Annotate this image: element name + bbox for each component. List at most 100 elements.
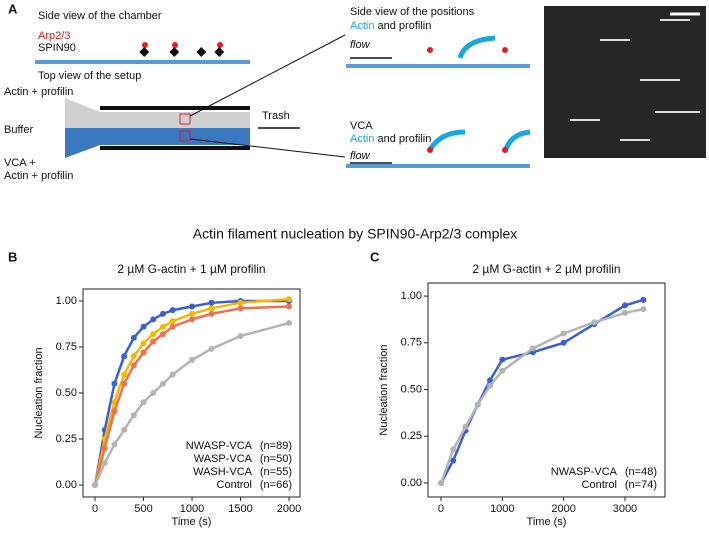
data-point [150, 316, 157, 323]
legend-label: Control [217, 479, 252, 491]
data-point [237, 332, 244, 339]
label: Actin [350, 20, 374, 32]
y-tick-label: 0.25 [56, 433, 77, 445]
label: flow [350, 39, 371, 51]
data-point [159, 331, 166, 338]
legend-count: (n=89) [260, 440, 292, 452]
x-tick-label: 1000 [180, 503, 204, 515]
y-tick-label: 1.00 [56, 295, 77, 307]
data-point [169, 318, 176, 325]
data-point [121, 353, 128, 360]
data-point [111, 408, 118, 415]
data-point [529, 345, 536, 352]
legend-count: (n=55) [260, 466, 292, 478]
chamber-side [35, 42, 250, 64]
y-axis-label: Nucleation fraction [378, 344, 390, 435]
data-point [130, 334, 137, 341]
positions [346, 35, 531, 168]
x-tick-label: 2000 [551, 503, 575, 515]
data-point [237, 305, 244, 312]
label: Actin [350, 133, 374, 145]
data-point [621, 302, 628, 309]
y-tick-label: 0.00 [401, 477, 422, 489]
data-point [462, 423, 469, 430]
data-point [189, 310, 196, 317]
data-point [286, 296, 293, 303]
data-point [101, 445, 108, 452]
data-point [286, 303, 293, 310]
data-point [591, 319, 598, 326]
data-point [487, 377, 494, 384]
label: Arp2/3 [38, 30, 70, 42]
series-line [439, 298, 644, 484]
y-tick-label: 0.75 [56, 341, 77, 353]
data-point [437, 479, 444, 486]
data-point [560, 339, 567, 346]
data-point [208, 345, 215, 352]
data-point [150, 331, 157, 338]
data-point [640, 296, 647, 303]
data-point [140, 323, 147, 330]
x-tick-label: 0 [92, 503, 98, 515]
x-tick-label: 1500 [228, 503, 252, 515]
label: SPIN90 [38, 42, 76, 54]
data-point [169, 323, 176, 330]
data-point [111, 441, 118, 448]
legend-label: Control [582, 479, 617, 491]
data-point [169, 307, 176, 314]
data-point [286, 320, 293, 327]
data-point [189, 316, 196, 323]
x-tick-label: 500 [134, 503, 152, 515]
data-point [499, 367, 506, 374]
data-point [130, 412, 137, 419]
data-point [159, 323, 166, 330]
data-point [150, 390, 157, 396]
y-tick-label: 0.50 [401, 383, 422, 395]
legend-label: NWASP-VCA [186, 440, 253, 452]
data-point [560, 330, 567, 337]
data-point [121, 426, 128, 433]
data-point [130, 353, 137, 360]
data-point [140, 349, 147, 356]
label: Actin + profilin [4, 170, 73, 182]
data-point [450, 457, 457, 464]
chart-title: 2 µM G-actin + 1 µM profilin [117, 262, 265, 276]
data-point [208, 310, 215, 317]
y-tick-label: 0.75 [401, 337, 422, 349]
data-point [159, 310, 166, 317]
label: Actin and profilin [350, 20, 431, 32]
label: Buffer [4, 124, 33, 136]
y-tick-label: 0.25 [401, 430, 422, 442]
label: and profilin [374, 133, 431, 145]
data-point [621, 309, 628, 316]
legend-count: (n=50) [260, 453, 292, 465]
label: VCA [350, 120, 373, 132]
plot-frame [427, 282, 666, 498]
legend-count: (n=66) [260, 479, 292, 491]
legend-label: NWASP-VCA [551, 466, 618, 478]
y-tick-label: 1.00 [401, 290, 422, 302]
y-axis-label: Nucleation fraction [33, 347, 45, 438]
data-point [130, 362, 137, 369]
data-point [189, 356, 196, 363]
x-axis-label: Time (s) [172, 516, 212, 528]
data-point [487, 382, 494, 389]
data-point [121, 380, 128, 387]
label: VCA + [4, 157, 36, 169]
data-point [474, 401, 481, 408]
y-tick-label: 0.50 [56, 387, 77, 399]
panel-label: A [8, 1, 18, 16]
data-point [150, 338, 157, 345]
x-tick-label: 3000 [613, 503, 637, 515]
panel-label: B [8, 249, 17, 264]
legend-label: WASH-VCA [193, 466, 253, 478]
data-point [237, 299, 244, 306]
data-point [121, 371, 128, 378]
heading: Side view of the chamber [38, 10, 162, 22]
data-point [140, 399, 147, 406]
data-point [101, 459, 108, 466]
series-line [439, 307, 644, 484]
x-tick-label: 2000 [277, 503, 301, 515]
legend-count: (n=48) [625, 466, 657, 478]
chart-title: 2 µM G-actin + 2 µM profilin [472, 262, 620, 276]
